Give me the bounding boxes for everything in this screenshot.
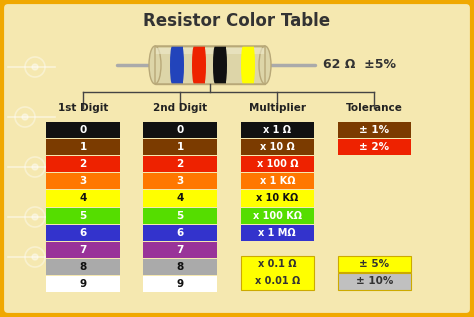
- Text: 5: 5: [79, 210, 87, 221]
- FancyBboxPatch shape: [2, 2, 472, 315]
- Bar: [243, 46, 254, 84]
- Text: 2: 2: [79, 159, 87, 169]
- Bar: [240, 191, 314, 206]
- Circle shape: [32, 164, 38, 170]
- Text: ± 5%: ± 5%: [359, 259, 390, 269]
- Bar: [240, 173, 314, 189]
- Bar: [155, 48, 265, 54]
- Bar: [46, 208, 119, 223]
- Ellipse shape: [259, 46, 271, 84]
- Text: 4: 4: [176, 193, 184, 204]
- Text: x 100 Ω: x 100 Ω: [256, 159, 298, 169]
- Bar: [46, 156, 119, 172]
- Bar: [155, 46, 265, 84]
- Bar: [240, 139, 314, 155]
- Text: 0: 0: [176, 125, 184, 135]
- Bar: [143, 259, 217, 275]
- Bar: [46, 242, 119, 258]
- Bar: [143, 242, 217, 258]
- Bar: [143, 122, 217, 138]
- Ellipse shape: [180, 46, 184, 84]
- Text: ± 10%: ± 10%: [356, 276, 393, 287]
- Text: 8: 8: [176, 262, 184, 272]
- Bar: [240, 256, 314, 289]
- Text: 9: 9: [176, 279, 184, 289]
- Bar: [194, 46, 205, 84]
- Text: x 10 KΩ: x 10 KΩ: [256, 193, 299, 204]
- Circle shape: [32, 64, 38, 70]
- Bar: [143, 173, 217, 189]
- Circle shape: [32, 214, 38, 220]
- Ellipse shape: [251, 46, 255, 84]
- Bar: [337, 122, 411, 138]
- Text: ± 1%: ± 1%: [359, 125, 390, 135]
- Bar: [240, 208, 314, 223]
- Text: 1: 1: [176, 142, 184, 152]
- Ellipse shape: [192, 46, 196, 84]
- Text: 6: 6: [176, 228, 184, 238]
- Text: 1st Digit: 1st Digit: [58, 103, 108, 113]
- Bar: [337, 256, 411, 272]
- Bar: [240, 156, 314, 172]
- Text: x 10 Ω: x 10 Ω: [260, 142, 295, 152]
- Text: x 1 Ω: x 1 Ω: [263, 125, 292, 135]
- Bar: [172, 46, 183, 84]
- Ellipse shape: [149, 46, 161, 84]
- Bar: [46, 122, 119, 138]
- Text: 2nd Digit: 2nd Digit: [153, 103, 207, 113]
- Circle shape: [32, 254, 38, 260]
- Ellipse shape: [170, 46, 174, 84]
- Text: 8: 8: [79, 262, 87, 272]
- Text: x 0.1 Ω: x 0.1 Ω: [258, 259, 297, 269]
- Ellipse shape: [223, 46, 227, 84]
- Text: x 1 MΩ: x 1 MΩ: [258, 228, 296, 238]
- Text: ± 2%: ± 2%: [359, 142, 390, 152]
- Bar: [143, 156, 217, 172]
- Ellipse shape: [241, 46, 245, 84]
- Bar: [143, 276, 217, 292]
- Text: 7: 7: [79, 245, 87, 255]
- Bar: [46, 139, 119, 155]
- Text: 0: 0: [79, 125, 87, 135]
- Bar: [143, 139, 217, 155]
- Bar: [240, 225, 314, 241]
- Text: 3: 3: [176, 176, 184, 186]
- Text: 5: 5: [176, 210, 184, 221]
- Bar: [240, 122, 314, 138]
- Bar: [143, 191, 217, 206]
- Circle shape: [22, 114, 28, 120]
- Text: 2: 2: [176, 159, 184, 169]
- Bar: [215, 46, 226, 84]
- Text: x 0.01 Ω: x 0.01 Ω: [255, 276, 300, 287]
- Text: x 1 KΩ: x 1 KΩ: [260, 176, 295, 186]
- Text: Resistor Color Table: Resistor Color Table: [144, 12, 330, 30]
- Bar: [46, 225, 119, 241]
- Bar: [46, 276, 119, 292]
- Text: Multiplier: Multiplier: [249, 103, 306, 113]
- Text: x 100 KΩ: x 100 KΩ: [253, 210, 302, 221]
- Text: 4: 4: [79, 193, 87, 204]
- Bar: [46, 259, 119, 275]
- Text: 3: 3: [79, 176, 87, 186]
- Bar: [46, 173, 119, 189]
- Ellipse shape: [213, 46, 217, 84]
- Text: 7: 7: [176, 245, 184, 255]
- Text: 1: 1: [79, 142, 87, 152]
- Bar: [143, 225, 217, 241]
- Bar: [143, 208, 217, 223]
- Bar: [337, 139, 411, 155]
- Text: 9: 9: [79, 279, 87, 289]
- Text: 62 Ω  ±5%: 62 Ω ±5%: [323, 59, 396, 72]
- Ellipse shape: [202, 46, 206, 84]
- Bar: [337, 274, 411, 289]
- Text: 6: 6: [79, 228, 87, 238]
- Bar: [46, 191, 119, 206]
- Text: Tolerance: Tolerance: [346, 103, 403, 113]
